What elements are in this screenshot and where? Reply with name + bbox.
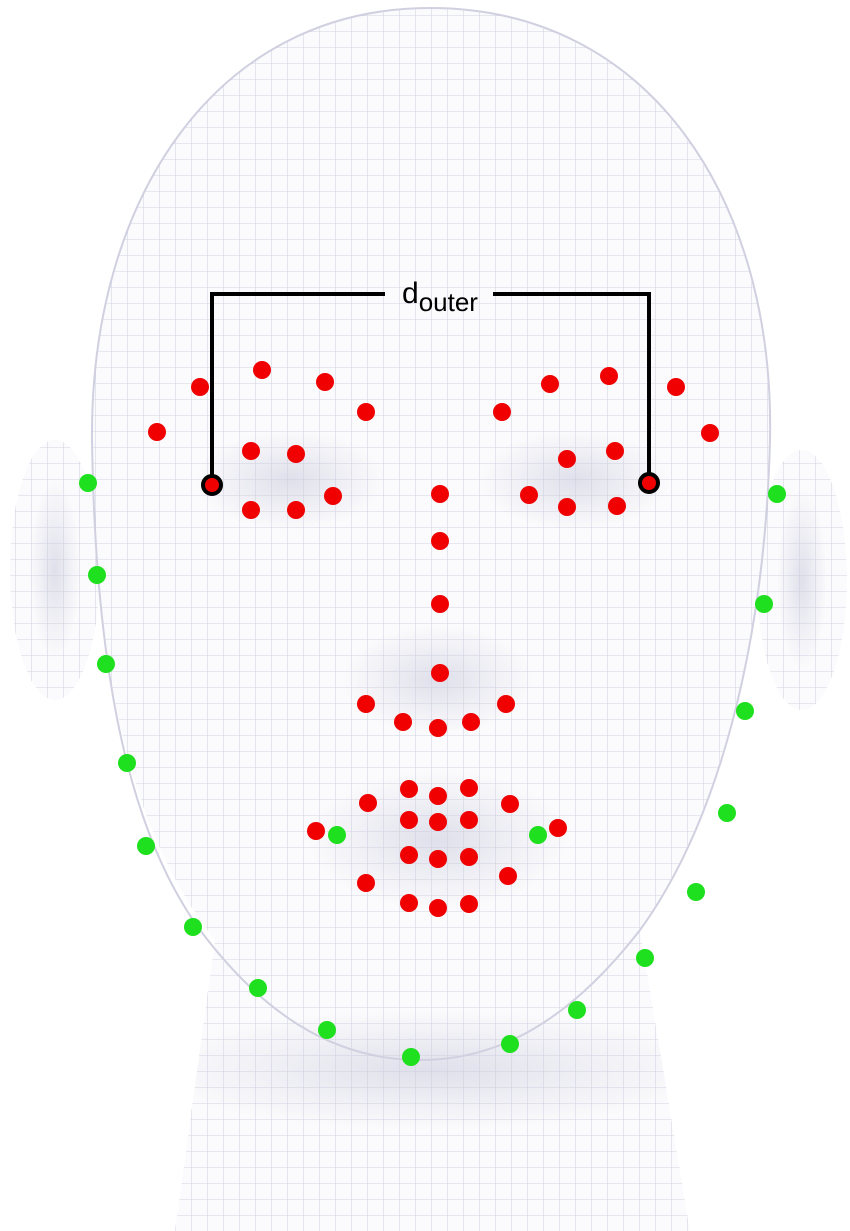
landmark-red [520,486,538,504]
landmark-green [768,485,786,503]
landmark-red [497,695,515,713]
distance-bracket [210,292,651,485]
landmark-green [636,949,654,967]
landmark-red [431,595,449,613]
landmark-red [316,373,334,391]
landmark-red [357,874,375,892]
landmark-red [359,794,377,812]
landmarks [79,361,786,1066]
landmark-red [400,894,418,912]
landmark-red [324,487,342,505]
landmark-red [558,498,576,516]
landmark-red [460,779,478,797]
landmark-green [568,1001,586,1019]
landmark-red [429,787,447,805]
landmark-red [429,850,447,868]
landmark-red [253,361,271,379]
landmark-red [431,485,449,503]
landmark-red [667,378,685,396]
landmark-green [755,595,773,613]
landmark-red [460,895,478,913]
landmark-green [79,474,97,492]
landmark-red [606,442,624,460]
landmark-red [400,846,418,864]
distance-label: douter [402,277,478,317]
landmark-red [287,445,305,463]
outer-eye-corner [201,474,223,496]
landmark-red [600,367,618,385]
landmark-red [541,375,559,393]
landmark-red [242,501,260,519]
landmark-green [118,754,136,772]
landmark-red [394,713,412,731]
landmark-red [429,899,447,917]
landmark-green [97,655,115,673]
landmark-red [608,497,626,515]
landmark-red [429,719,447,737]
landmark-green [687,883,705,901]
landmark-red [460,848,478,866]
landmark-red [558,450,576,468]
landmark-green [318,1021,336,1039]
landmark-red [429,813,447,831]
landmark-red [460,811,478,829]
landmark-green [88,566,106,584]
landmark-green [328,826,346,844]
landmark-red [431,532,449,550]
landmark-red [400,780,418,798]
landmark-green [402,1048,420,1066]
landmark-green [736,702,754,720]
landmark-green [501,1035,519,1053]
landmark-red [462,713,480,731]
landmark-red [242,442,260,460]
label-main: d [402,277,419,310]
landmark-red [357,403,375,421]
landmark-green [249,979,267,997]
landmark-red [191,378,209,396]
landmark-red [148,423,166,441]
landmark-red [400,811,418,829]
landmark-green [529,826,547,844]
landmark-red [701,424,719,442]
outer-eye-corner [638,472,660,494]
landmark-red [549,819,567,837]
landmark-red [493,403,511,421]
landmark-red [357,695,375,713]
landmark-green [137,837,155,855]
landmark-red [287,501,305,519]
landmark-red [501,795,519,813]
landmark-red [307,822,325,840]
label-subscript: outer [419,287,479,317]
landmark-green [718,804,736,822]
landmark-green [184,918,202,936]
landmark-red [431,664,449,682]
landmark-red [499,867,517,885]
